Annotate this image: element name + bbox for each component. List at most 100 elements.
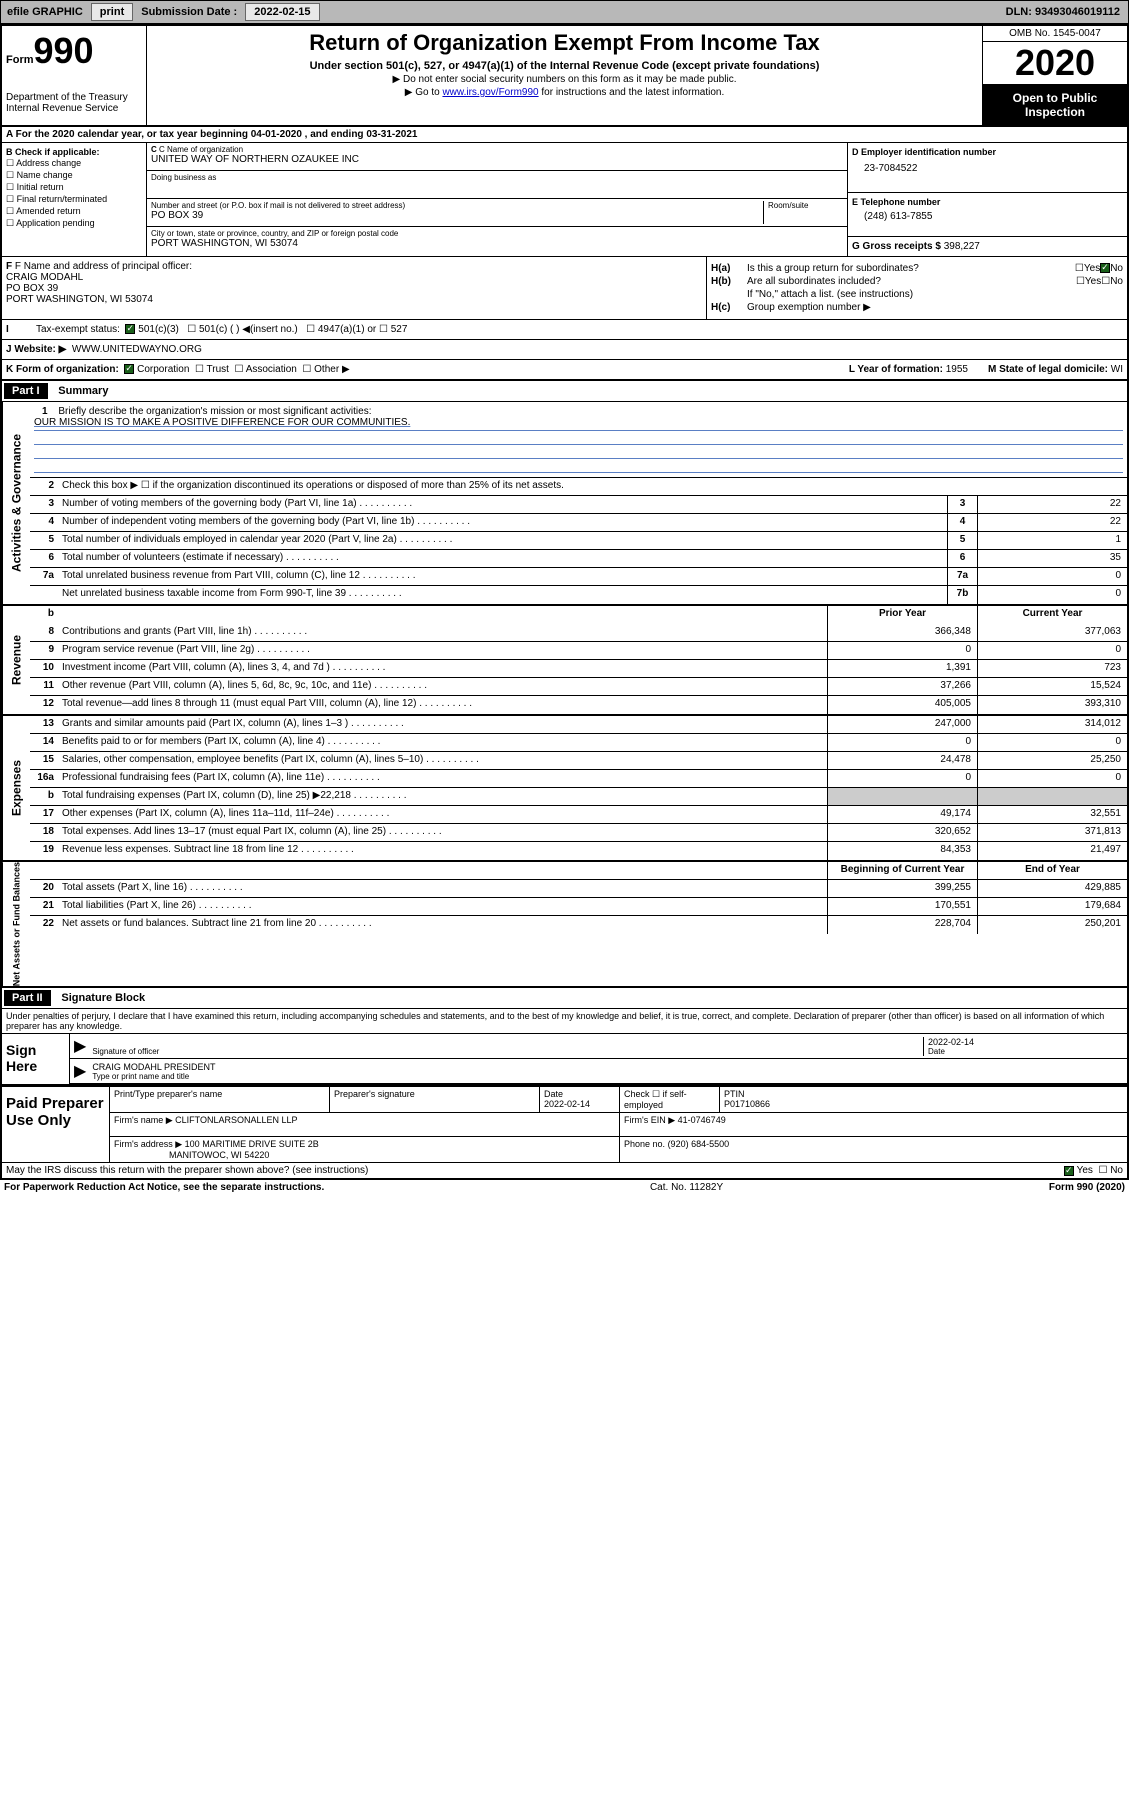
state-domicile: M State of legal domicile: WI <box>988 364 1123 375</box>
table-row: 22Net assets or fund balances. Subtract … <box>30 916 1127 934</box>
row-a-tax-year: A For the 2020 calendar year, or tax yea… <box>2 127 1127 143</box>
note-2: ▶ Go to www.irs.gov/Form990 for instruct… <box>151 87 978 98</box>
vert-revenue: Revenue <box>2 606 30 714</box>
table-row: 7aTotal unrelated business revenue from … <box>30 568 1127 586</box>
chk-527[interactable]: ☐ 527 <box>379 324 407 335</box>
table-row: 15Salaries, other compensation, employee… <box>30 752 1127 770</box>
section-fh: F F Name and address of principal office… <box>2 257 1127 320</box>
header-left: Form990 Department of the Treasury Inter… <box>2 26 147 125</box>
table-row: 4Number of independent voting members of… <box>30 514 1127 532</box>
hb-no[interactable]: ☐No <box>1101 276 1123 287</box>
table-row: 21Total liabilities (Part X, line 26)170… <box>30 898 1127 916</box>
row-i-tax-status: I Tax-exempt status: 501(c)(3) ☐ 501(c) … <box>2 320 1127 340</box>
footer-left: For Paperwork Reduction Act Notice, see … <box>4 1182 324 1193</box>
irs-discuss-row: May the IRS discuss this return with the… <box>2 1162 1127 1178</box>
chk-final-return[interactable]: ☐ Final return/terminated <box>6 194 142 205</box>
form-number: 990 <box>34 30 94 71</box>
sig-declaration: Under penalties of perjury, I declare th… <box>2 1009 1127 1033</box>
section-b: B Check if applicable: ☐ Address change … <box>2 143 1127 257</box>
b-label: B Check if applicable: <box>6 147 142 157</box>
mission-block: 1 Briefly describe the organization's mi… <box>30 402 1127 478</box>
row-j-website: J Website: ▶ WWW.UNITEDWAYNO.ORG <box>2 340 1127 360</box>
chk-501c3[interactable]: 501(c)(3) <box>125 324 178 335</box>
open-inspection: Open to Public Inspection <box>983 85 1127 125</box>
form-subtitle: Under section 501(c), 527, or 4947(a)(1)… <box>151 60 978 72</box>
hb-yes[interactable]: ☐Yes <box>1076 276 1101 287</box>
page-footer: For Paperwork Reduction Act Notice, see … <box>0 1180 1129 1195</box>
chk-assoc[interactable]: ☐ Association <box>235 364 297 375</box>
table-row: 19Revenue less expenses. Subtract line 1… <box>30 842 1127 860</box>
form-header: Form990 Department of the Treasury Inter… <box>2 26 1127 127</box>
table-row: bTotal fundraising expenses (Part IX, co… <box>30 788 1127 806</box>
cell-dba: Doing business as <box>147 171 847 199</box>
sig-officer-line: ▶ Signature of officer 2022-02-14Date <box>70 1034 1127 1059</box>
chk-address-change[interactable]: ☐ Address change <box>6 158 142 169</box>
chk-other[interactable]: ☐ Other ▶ <box>302 364 349 375</box>
col-f: F F Name and address of principal office… <box>2 257 707 319</box>
table-row: Net unrelated business taxable income fr… <box>30 586 1127 604</box>
cell-phone: E Telephone number (248) 613-7855 <box>848 193 1127 237</box>
header-right: OMB No. 1545-0047 2020 Open to Public In… <box>982 26 1127 125</box>
table-row: 9Program service revenue (Part VIII, lin… <box>30 642 1127 660</box>
chk-name-change[interactable]: ☐ Name change <box>6 170 142 181</box>
table-row: 3Number of voting members of the governi… <box>30 496 1127 514</box>
table-row: 20Total assets (Part X, line 16)399,2554… <box>30 880 1127 898</box>
chk-501c[interactable]: ☐ 501(c) ( ) ◀(insert no.) <box>187 324 298 335</box>
cell-org-name: C C Name of organization UNITED WAY OF N… <box>147 143 847 171</box>
col-h: H(a)Is this a group return for subordina… <box>707 257 1127 319</box>
table-row: 16aProfessional fundraising fees (Part I… <box>30 770 1127 788</box>
col-b-checkboxes: B Check if applicable: ☐ Address change … <box>2 143 147 256</box>
table-row: 2Check this box ▶ ☐ if the organization … <box>30 478 1127 496</box>
ha-yes[interactable]: ☐Yes <box>1075 263 1100 274</box>
col-header-net: Beginning of Current Year End of Year <box>30 862 1127 880</box>
discuss-yes[interactable]: Yes <box>1064 1165 1093 1176</box>
prep-line-3: Firm's address ▶ 100 MARITIME DRIVE SUIT… <box>110 1137 1127 1162</box>
summary-body: Activities & Governance 1 Briefly descri… <box>2 402 1127 988</box>
efile-label: efile GRAPHIC <box>1 6 89 18</box>
table-row: 18Total expenses. Add lines 13–17 (must … <box>30 824 1127 842</box>
chk-app-pending[interactable]: ☐ Application pending <box>6 218 142 229</box>
row-k: K Form of organization: Corporation ☐ Tr… <box>2 360 1127 381</box>
col-b-org-info: C C Name of organization UNITED WAY OF N… <box>147 143 847 256</box>
col-header-rev: b Prior Year Current Year <box>30 606 1127 624</box>
cell-city: City or town, state or province, country… <box>147 227 847 255</box>
officer-name: CRAIG MODAHL <box>6 272 702 283</box>
print-button[interactable]: print <box>91 3 133 21</box>
sig-name-line: ▶ CRAIG MODAHL PRESIDENTType or print na… <box>70 1059 1127 1084</box>
hb-note: If "No," attach a list. (see instruction… <box>711 289 1123 300</box>
omb-number: OMB No. 1545-0047 <box>983 26 1127 42</box>
dept-label: Department of the Treasury Internal Reve… <box>6 92 142 114</box>
note-1: ▶ Do not enter social security numbers o… <box>151 74 978 85</box>
tax-year: 2020 <box>983 42 1127 85</box>
officer-addr2: PORT WASHINGTON, WI 53074 <box>6 294 702 305</box>
footer-mid: Cat. No. 11282Y <box>324 1182 1049 1193</box>
table-row: 8Contributions and grants (Part VIII, li… <box>30 624 1127 642</box>
chk-amended[interactable]: ☐ Amended return <box>6 206 142 217</box>
discuss-no[interactable]: ☐ No <box>1098 1165 1123 1176</box>
submission-label: Submission Date : <box>135 6 243 18</box>
prep-line-2: Firm's name ▶ CLIFTONLARSONALLEN LLP Fir… <box>110 1113 1127 1137</box>
mission-text: OUR MISSION IS TO MAKE A POSITIVE DIFFER… <box>34 417 1123 431</box>
chk-trust[interactable]: ☐ Trust <box>195 364 229 375</box>
header-mid: Return of Organization Exempt From Incom… <box>147 26 982 125</box>
table-row: 17Other expenses (Part IX, column (A), l… <box>30 806 1127 824</box>
arrow-icon: ▶ <box>74 1061 86 1081</box>
chk-4947[interactable]: ☐ 4947(a)(1) or <box>306 324 376 335</box>
cell-gross: G Gross receipts $ 398,227 <box>848 237 1127 256</box>
vert-expenses: Expenses <box>2 716 30 860</box>
table-row: 13Grants and similar amounts paid (Part … <box>30 716 1127 734</box>
table-row: 11Other revenue (Part VIII, column (A), … <box>30 678 1127 696</box>
chk-corp[interactable]: Corporation <box>124 364 189 375</box>
prep-line-1: Print/Type preparer's name Preparer's si… <box>110 1087 1127 1113</box>
chk-initial-return[interactable]: ☐ Initial return <box>6 182 142 193</box>
footer-right: Form 990 (2020) <box>1049 1182 1125 1193</box>
vert-net: Net Assets or Fund Balances <box>2 862 30 986</box>
vert-governance: Activities & Governance <box>2 402 30 604</box>
year-formation: L Year of formation: 1955 <box>849 364 968 375</box>
ha-no[interactable]: No <box>1100 263 1123 274</box>
submission-date-button[interactable]: 2022-02-15 <box>245 3 319 21</box>
preparer-block: Paid Preparer Use Only Print/Type prepar… <box>2 1086 1127 1162</box>
signature-block: Under penalties of perjury, I declare th… <box>2 1009 1127 1086</box>
table-row: 6Total number of volunteers (estimate if… <box>30 550 1127 568</box>
irs-link[interactable]: www.irs.gov/Form990 <box>442 87 538 98</box>
